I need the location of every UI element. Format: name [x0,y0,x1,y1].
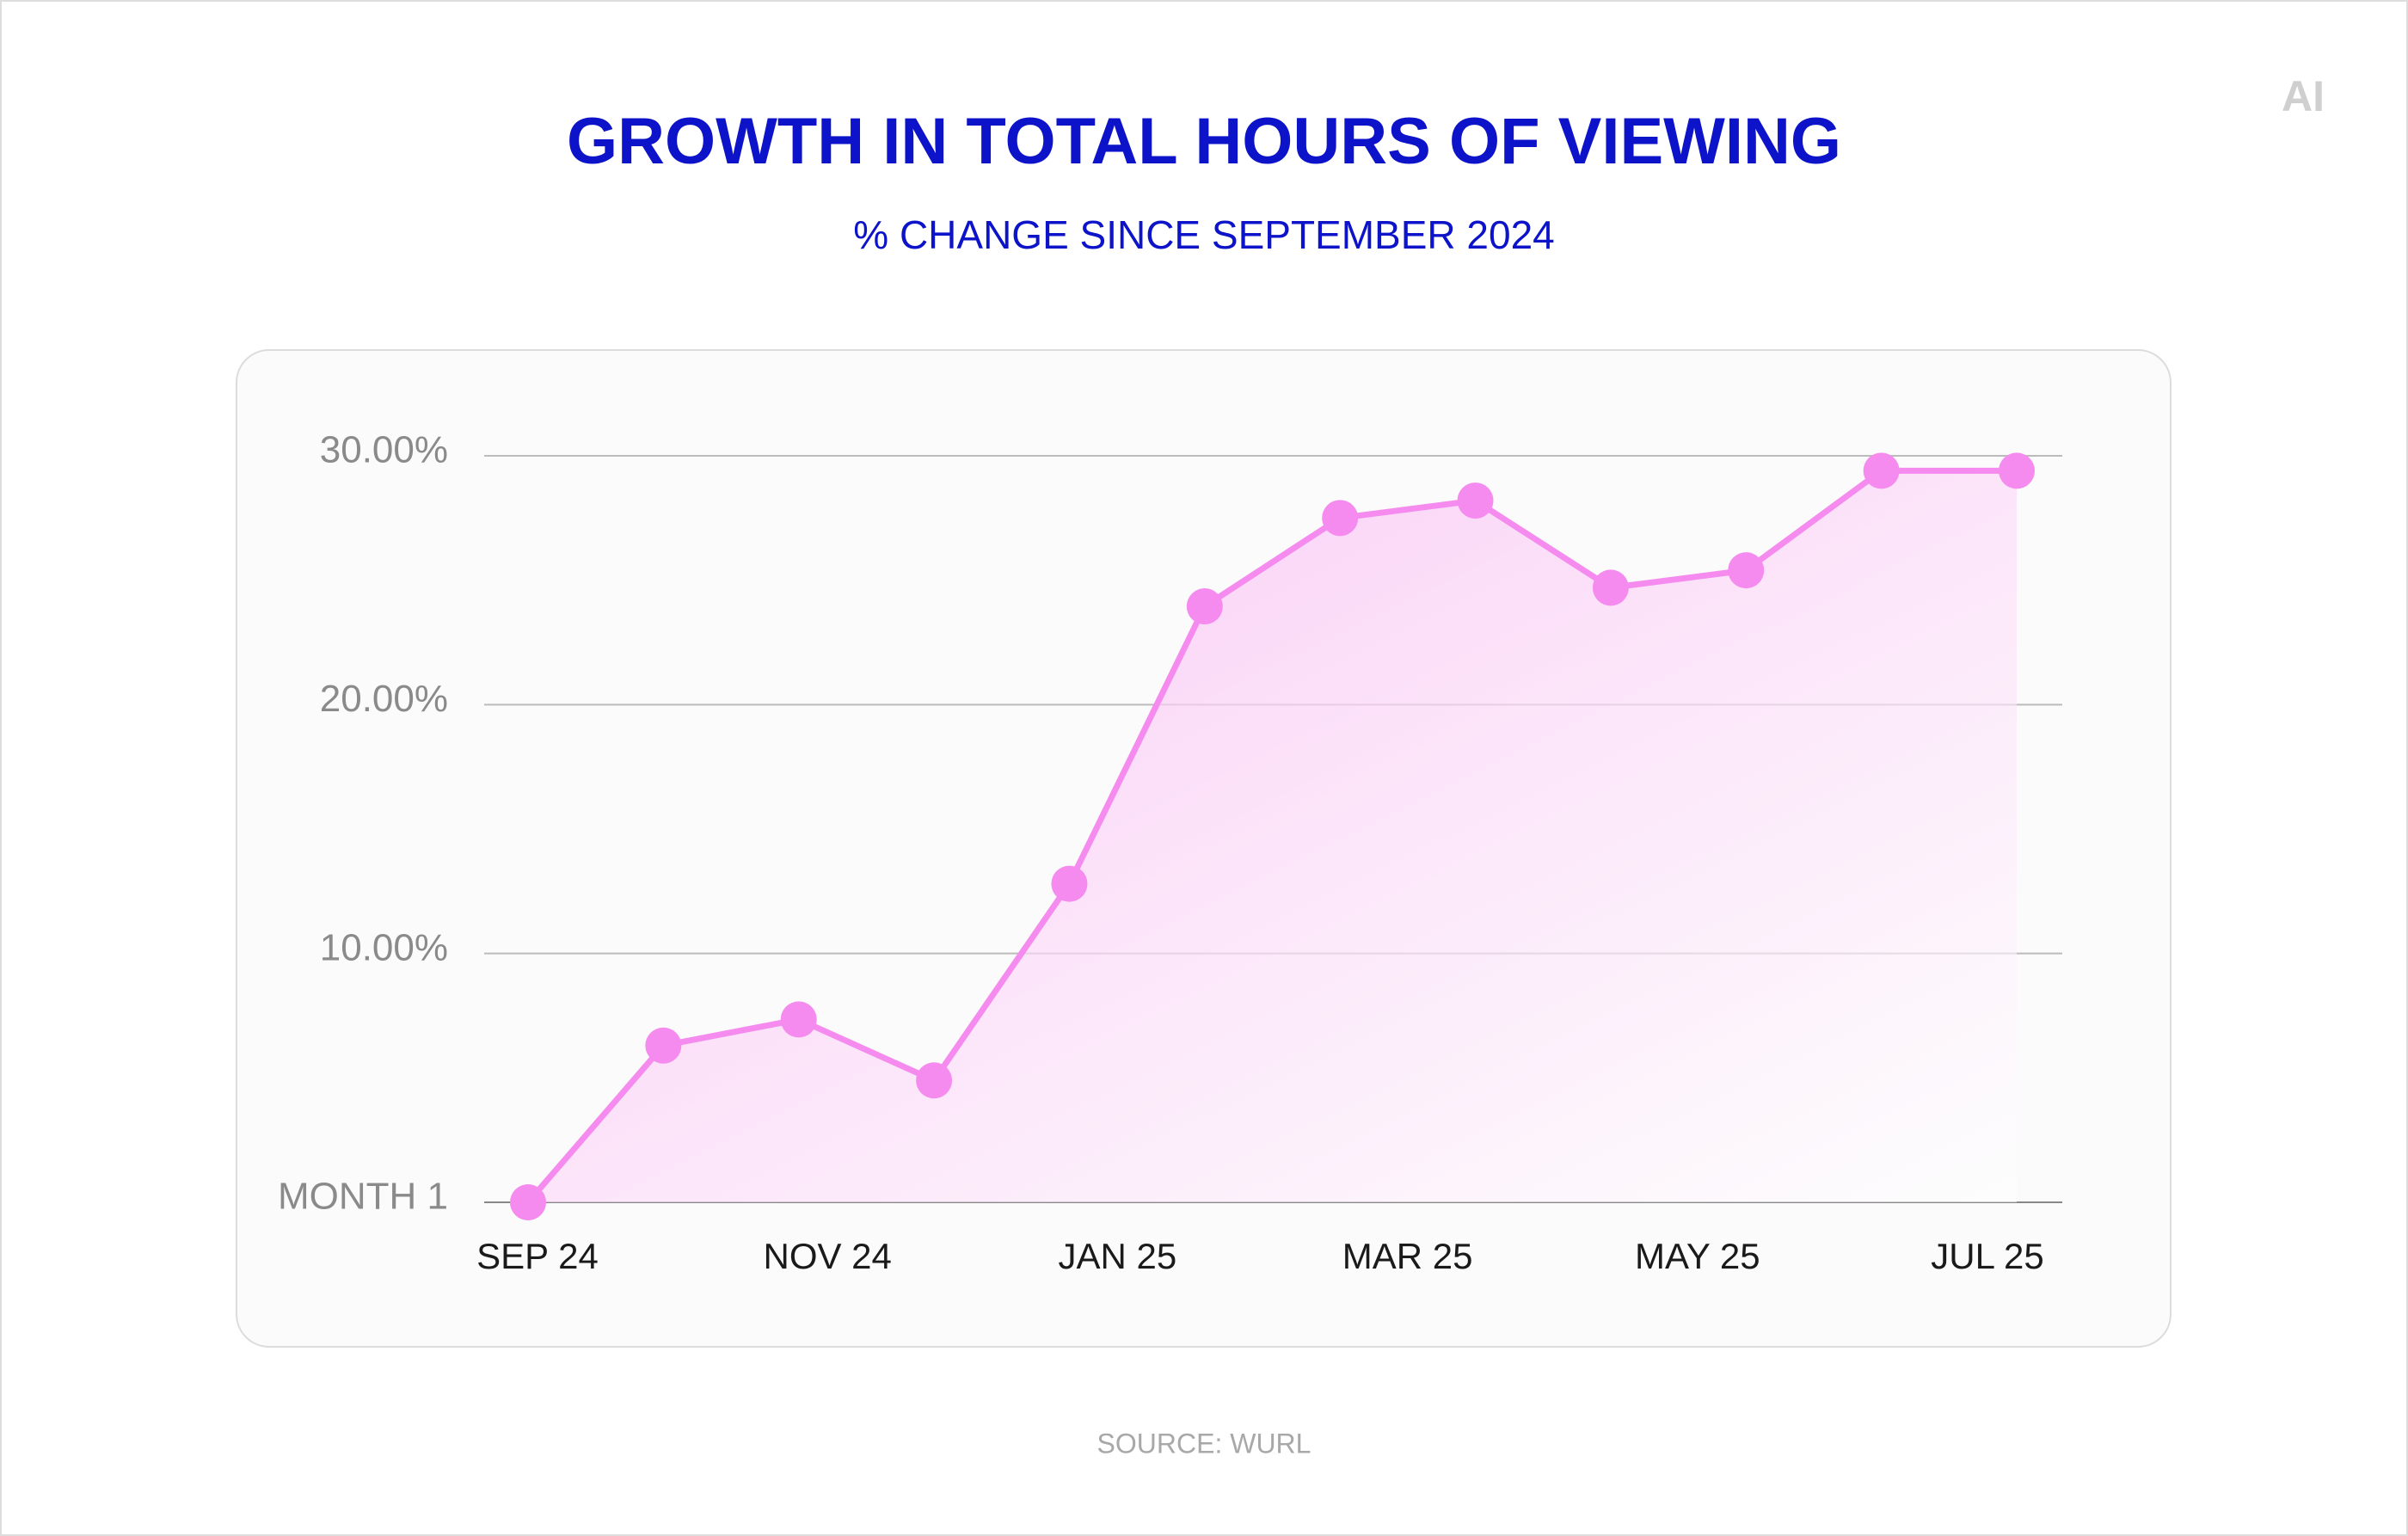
chart-title: GROWTH IN TOTAL HOURS OF VIEWING [567,105,1841,178]
x-tick-label: SEP 24 [476,1236,599,1276]
logo: AI [2282,72,2325,120]
point [645,1027,682,1064]
x-tick-label: JUL 25 [1931,1236,2044,1276]
y-tick-label: MONTH 1 [278,1176,448,1218]
point [1999,452,2035,489]
y-tick-label: 10.00% [320,926,448,968]
point [1322,500,1359,537]
line [525,467,2017,1205]
point [1728,552,1765,589]
source: SOURCE: WURL [1097,1428,1312,1459]
point [510,1184,546,1220]
x-tick-label: NOV 24 [763,1236,891,1276]
point [1863,452,1900,489]
point [1186,588,1223,625]
chart-subtitle: % CHANGE SINCE SEPTEMBER 2024 [853,212,1554,257]
point [1051,865,1088,902]
y-tick-label: 30.00% [320,429,448,471]
x-tick-label: MAY 25 [1635,1236,1760,1276]
point [1592,569,1629,606]
y-tick-label: 20.00% [320,678,448,720]
x-tick-label: JAN 25 [1059,1236,1177,1276]
point [780,1001,817,1038]
x-tick-label: MAR 25 [1342,1236,1473,1276]
area [528,470,2017,1202]
point [1457,482,1494,519]
point [916,1062,953,1099]
